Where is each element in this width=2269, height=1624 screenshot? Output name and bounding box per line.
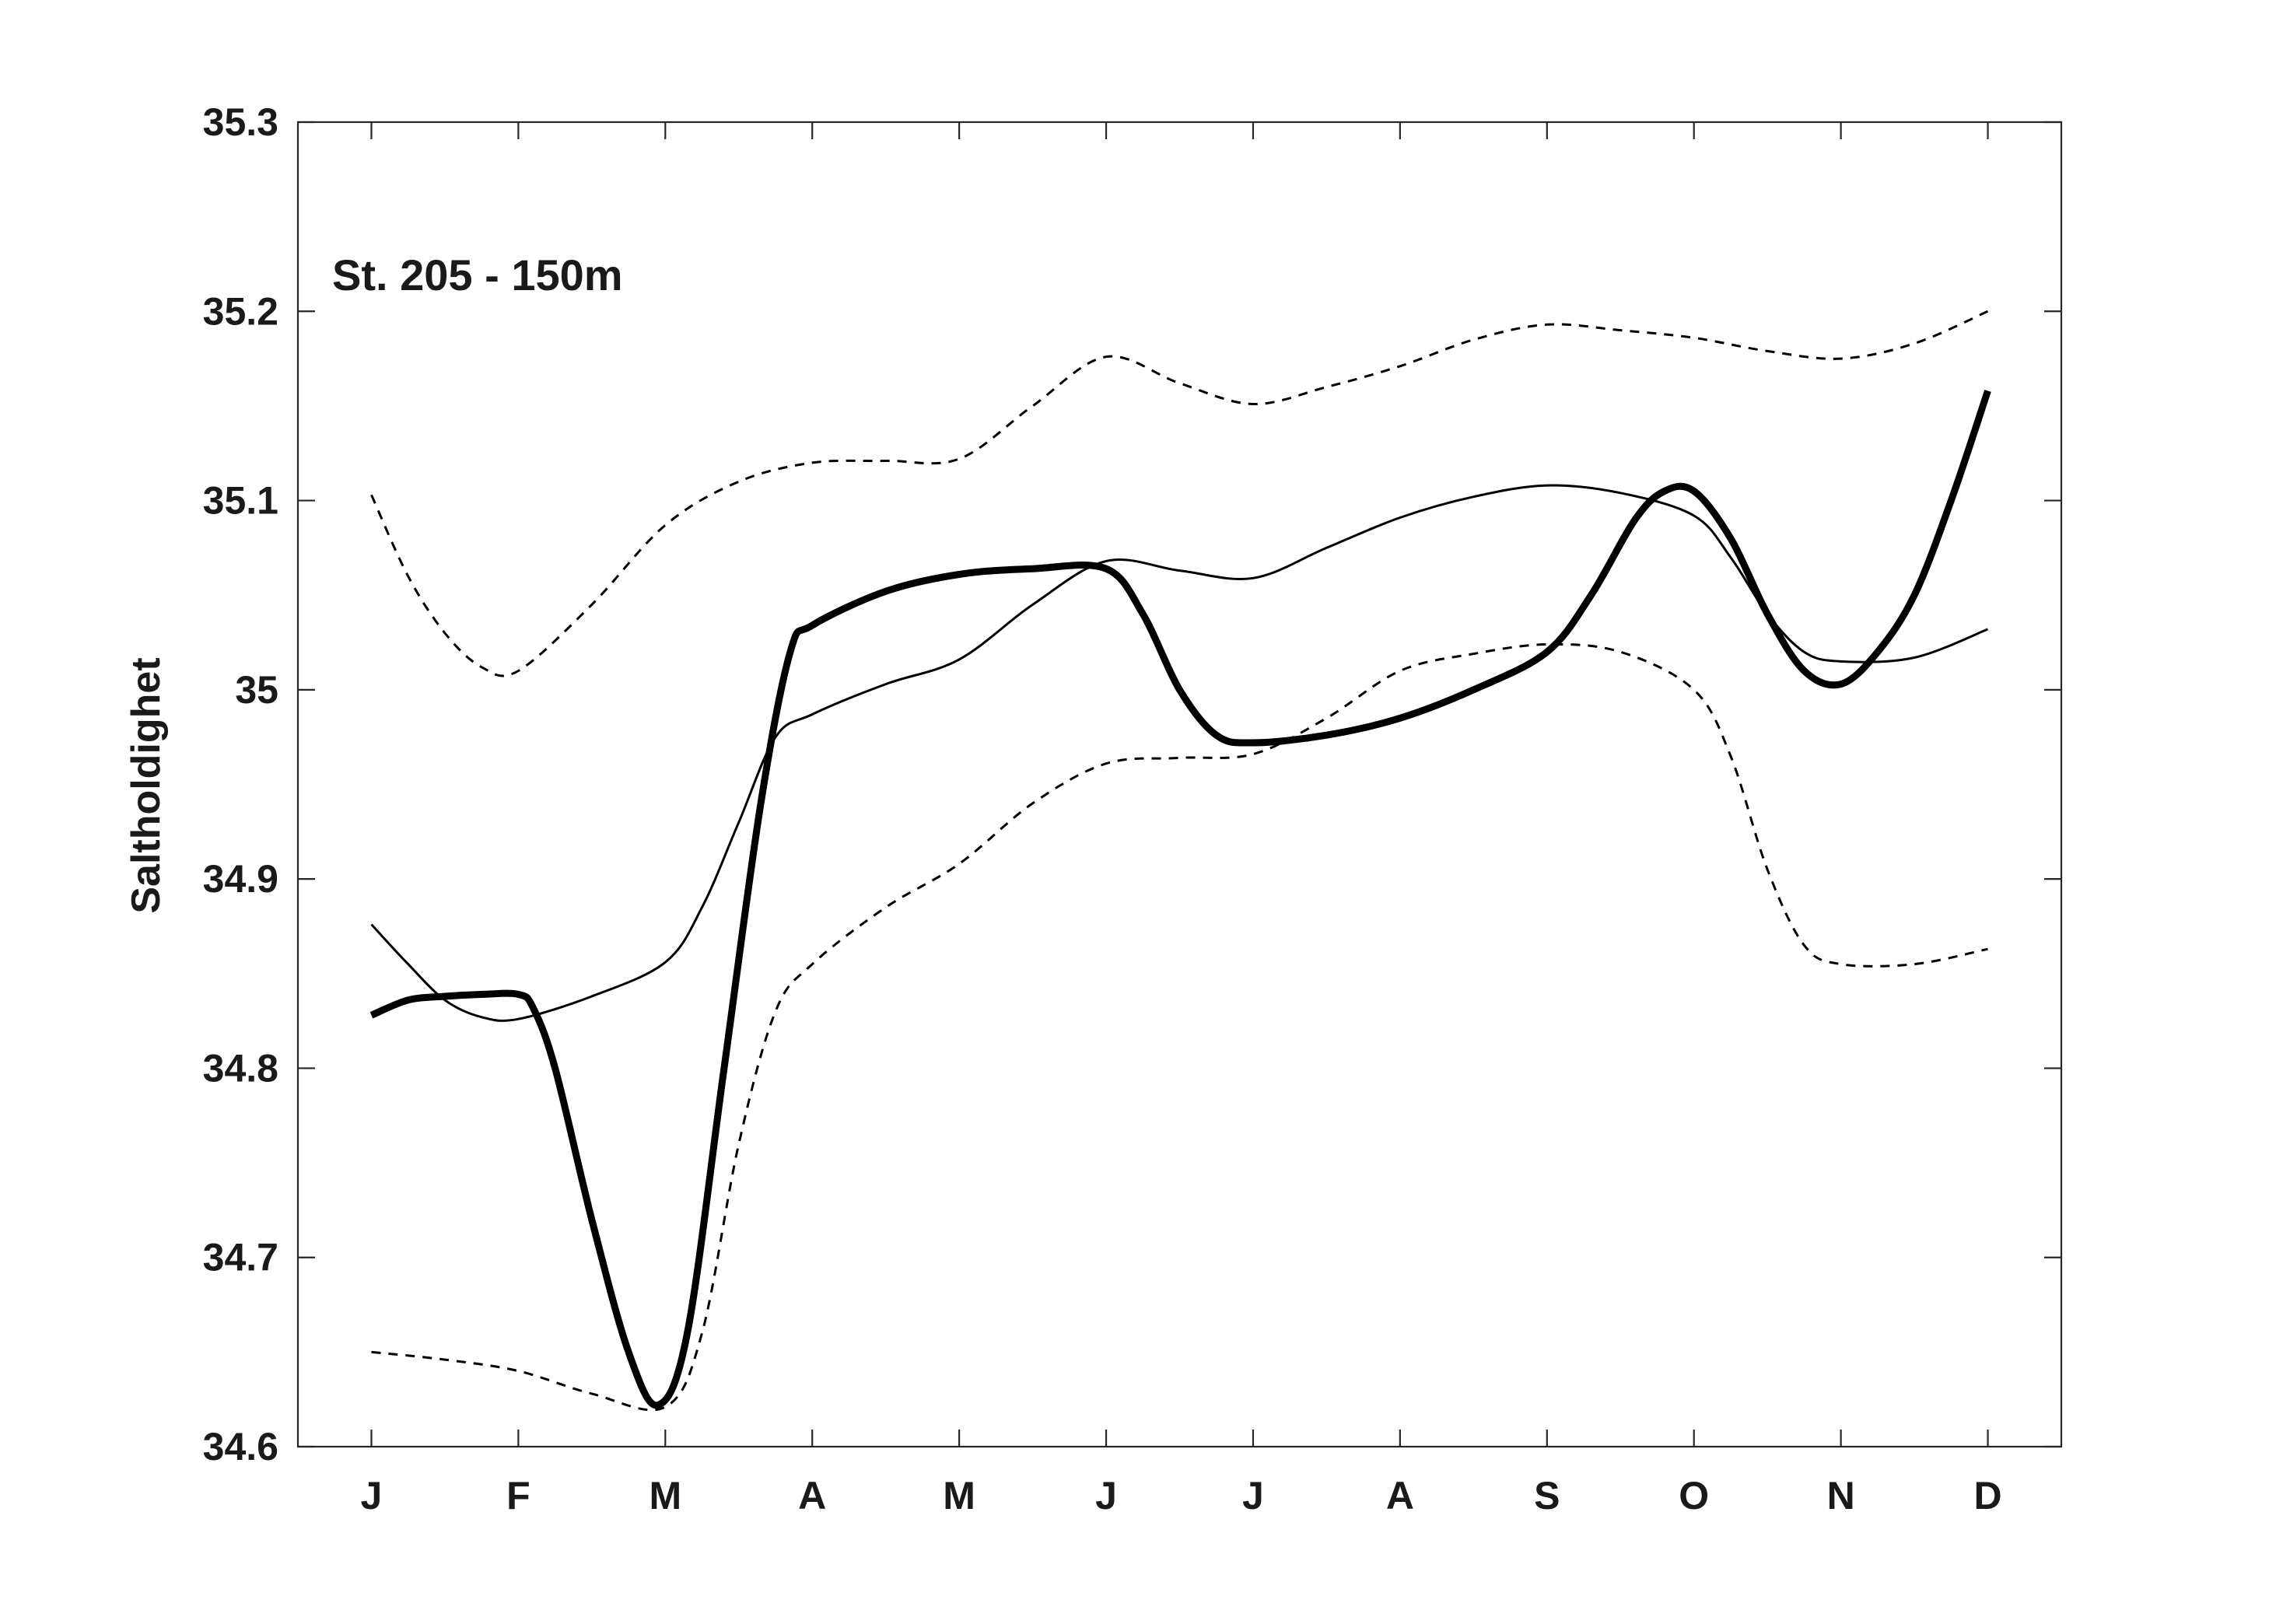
y-tick-label: 34.8 <box>203 1046 278 1090</box>
y-tick-label: 35 <box>235 668 278 712</box>
series-line-monthly-0 <box>369 390 1991 1409</box>
x-tick-label: A <box>798 1474 826 1517</box>
x-tick-label: D <box>1973 1474 2001 1517</box>
x-tick-label: O <box>1679 1474 1709 1517</box>
x-tick-label: F <box>506 1474 530 1517</box>
x-tick-label: A <box>1386 1474 1414 1517</box>
y-axis-title: Saltholdighet <box>124 657 169 913</box>
labels-layer: 34.6 34.7 34.8 34.9 35 35.1 35.2 35.3 J F M A M J J A S O… <box>203 100 2002 1517</box>
series-layer <box>369 310 1991 1412</box>
x-tick-label: J <box>1095 1474 1117 1517</box>
y-tick-label: 35.3 <box>203 100 278 144</box>
axes-layer <box>296 121 2063 1448</box>
y-tick-label: 35.2 <box>203 289 278 333</box>
x-tick-label: M <box>943 1474 975 1517</box>
station-annotation: St. 205 - 150m <box>332 250 623 299</box>
x-tick-label: N <box>1827 1474 1855 1517</box>
series-line-envelope-2 <box>370 310 1989 677</box>
y-tick-label: 35.1 <box>203 479 278 523</box>
series-line-envelope-3 <box>371 642 1988 1412</box>
x-tick-label: J <box>361 1474 383 1517</box>
x-tick-label: S <box>1534 1474 1560 1517</box>
x-tick-label: J <box>1242 1474 1264 1517</box>
series-line-mean-1 <box>370 484 1989 1022</box>
y-tick-label: 34.7 <box>203 1236 278 1279</box>
plot-frame <box>296 121 2063 1448</box>
y-tick-label: 34.6 <box>203 1425 278 1468</box>
x-tick-label: M <box>649 1474 681 1517</box>
y-tick-label: 34.9 <box>203 857 278 901</box>
